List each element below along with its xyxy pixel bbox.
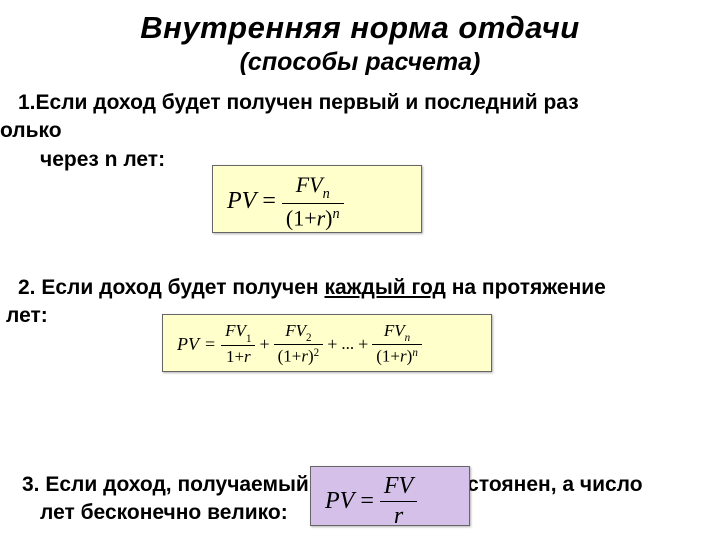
formula-1-r: r [317,206,326,231]
formula-3: PV = FV r [325,473,451,530]
equals-sign: = [360,488,374,515]
formula-3-box: PV = FV r [310,466,470,526]
item-1-line-1: 1.Если доход будет получен первый и посл… [18,89,720,117]
item-2-line-1: 2. Если доход будет получен каждый год н… [18,274,720,302]
formula-1-den-close: ) [325,206,332,231]
f2-dots: ... [341,334,354,354]
item-1-line-2: олько [0,117,720,145]
f2-t1-den: 1+r [226,347,251,366]
formula-2-box: PV = FV1 1+r + FV2 (1+r)2 + ... + FVn (1… [162,314,492,372]
f2-tn-sub: n [405,332,411,344]
item-2-pre: 2. Если доход будет получен [18,276,324,299]
formula-3-lhs: PV [325,488,354,515]
f2-t2-exp: 2 [314,347,320,359]
f2-t1-fv: FV [225,321,246,340]
formula-1: PV = FVn (1+r)n [227,172,403,232]
f2-t2-sub: 2 [306,332,312,344]
equals-sign: = [262,188,276,215]
fraction-bar [282,203,344,204]
item-2-underline: каждый год [324,276,445,299]
plus-sign: + [259,334,269,355]
formula-1-sub: n [323,186,330,202]
f2-tn-fv: FV [384,321,405,340]
f2-tn-den: (1+r) [376,347,412,366]
page-subtitle: (способы расчета) [0,48,720,77]
formula-1-den-open: (1+ [286,206,317,231]
formula-1-exp: n [333,206,340,222]
f2-t1-sub: 1 [246,333,252,345]
item-2-post: на протяжение [446,276,606,299]
f2-t2-den: (1+r) [278,347,314,366]
formula-2-lhs: PV [177,334,199,355]
fraction-bar [380,501,417,502]
formula-3-den: r [390,503,407,530]
f2-t2-fv: FV [285,321,306,340]
equals-sign: = [205,334,215,355]
plus-sign: + [358,334,368,355]
fraction-bar [274,344,324,345]
formula-1-box: PV = FVn (1+r)n [212,165,422,233]
fraction-bar [372,344,422,345]
page-title: Внутренняя норма отдачи [0,10,720,46]
formula-3-num: FV [380,473,417,500]
formula-1-lhs: PV [227,188,256,215]
formula-1-fv: FV [296,172,323,197]
plus-sign: + [327,334,337,355]
formula-2: PV = FV1 1+r + FV2 (1+r)2 + ... + FVn (1… [177,321,473,367]
f2-tn-exp: n [412,347,418,359]
